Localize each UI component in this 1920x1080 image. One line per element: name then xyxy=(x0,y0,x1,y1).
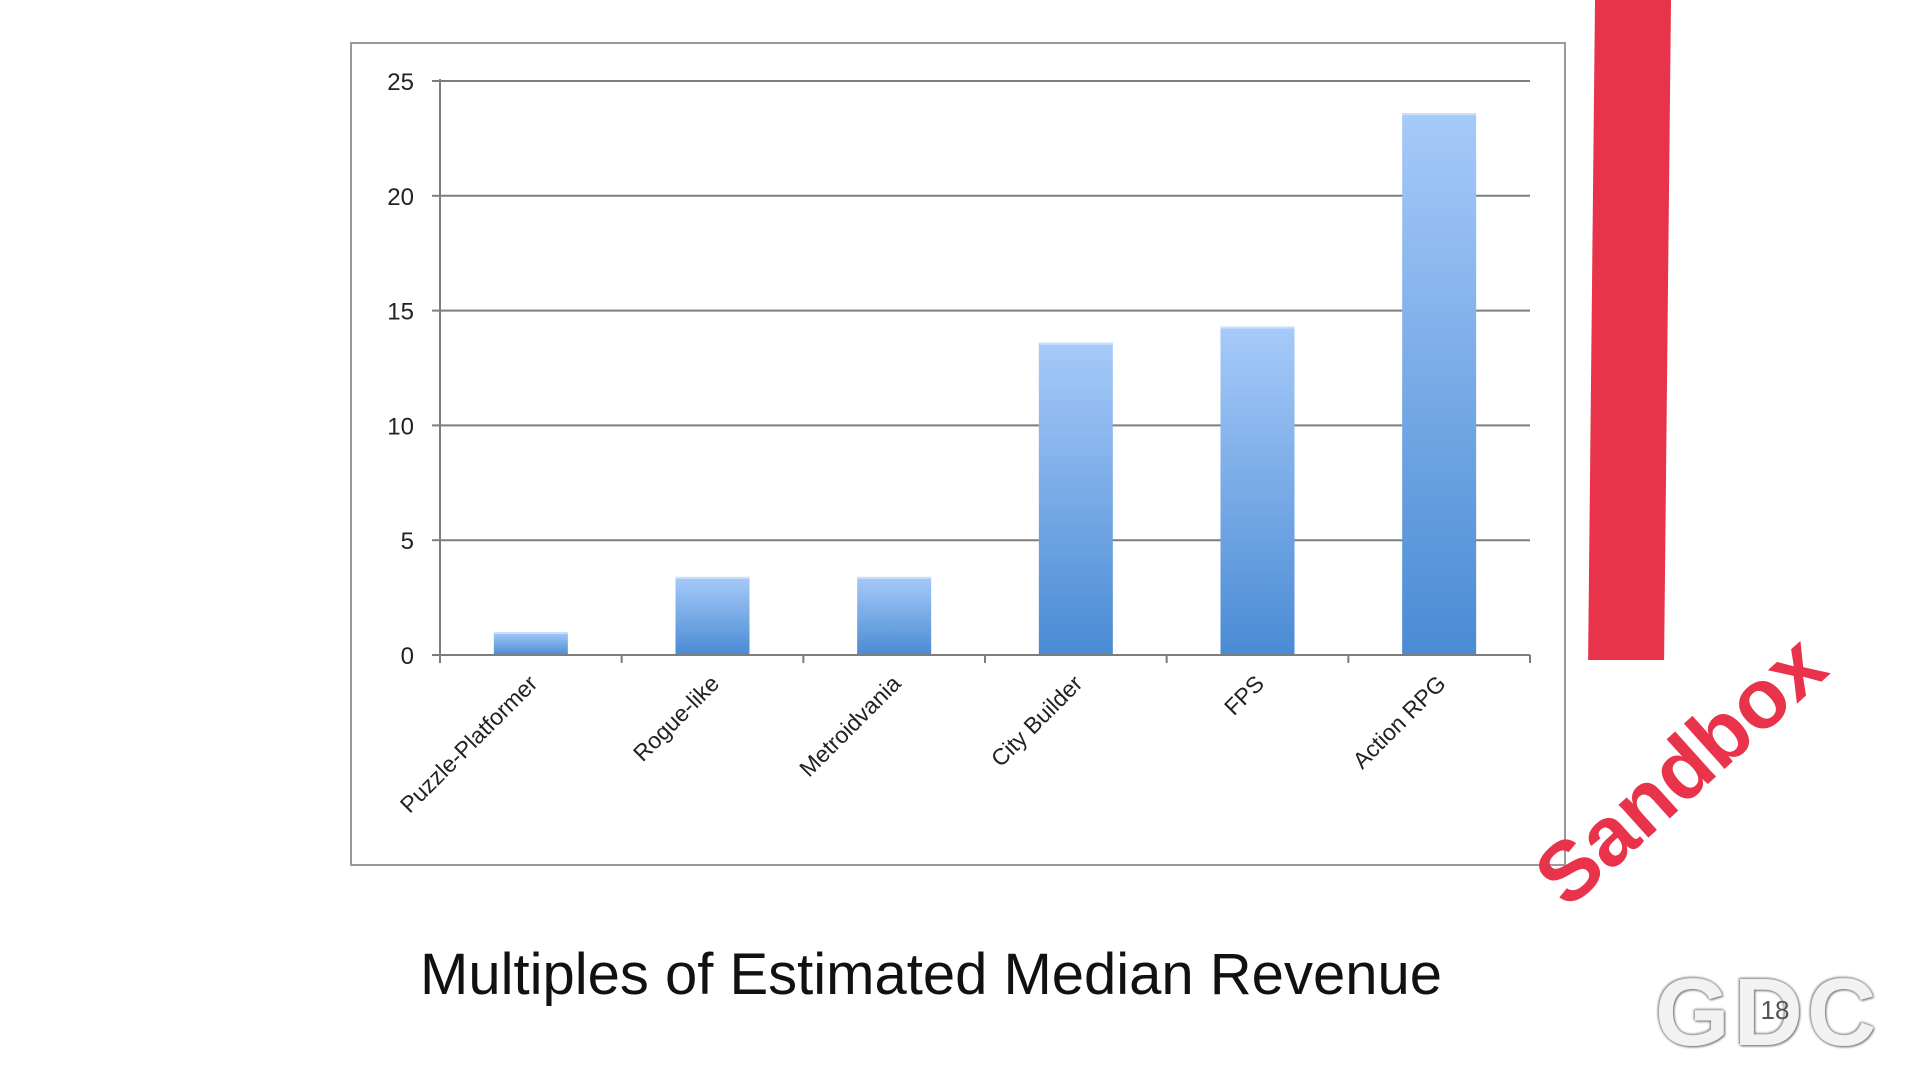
sandbox-bar xyxy=(1588,0,1671,660)
gdc-logo-text: GDC xyxy=(1655,959,1881,1066)
chart-frame xyxy=(350,42,1566,866)
x-tick-label: Puzzle-Platformer xyxy=(395,670,543,818)
gdc-logo-year: 18 xyxy=(1760,995,1790,1025)
y-tick-label: 15 xyxy=(387,299,414,326)
bars xyxy=(493,113,1477,656)
bar xyxy=(857,576,932,655)
bar xyxy=(493,632,568,655)
x-tick-label: City Builder xyxy=(986,670,1088,772)
chart-title: Multiples of Estimated Median Revenue xyxy=(420,942,1442,1007)
x-tick-label: Metroidvania xyxy=(794,670,906,782)
y-tick-label: 0 xyxy=(401,643,414,670)
bar xyxy=(1220,326,1295,655)
x-tick-labels: Puzzle-Platformer Rogue-like Metroidvania C… xyxy=(395,670,1451,818)
grid-lines xyxy=(440,80,1530,542)
y-tick-label: 5 xyxy=(401,528,414,555)
x-tick-label: FPS xyxy=(1219,670,1269,720)
axes xyxy=(432,79,1531,663)
bar xyxy=(1402,113,1477,656)
x-tick-label: Action RPG xyxy=(1347,670,1450,773)
x-tick-label: Rogue-like xyxy=(628,670,724,766)
bar xyxy=(1038,342,1113,655)
gdc-logo: GDC 18 xyxy=(1655,958,1895,1068)
y-tick-label: 25 xyxy=(387,69,414,96)
bar xyxy=(675,576,750,655)
y-tick-labels: 0 5 10 15 20 25 xyxy=(387,69,414,670)
y-tick-label: 10 xyxy=(387,413,414,440)
y-tick-label: 20 xyxy=(387,184,414,211)
